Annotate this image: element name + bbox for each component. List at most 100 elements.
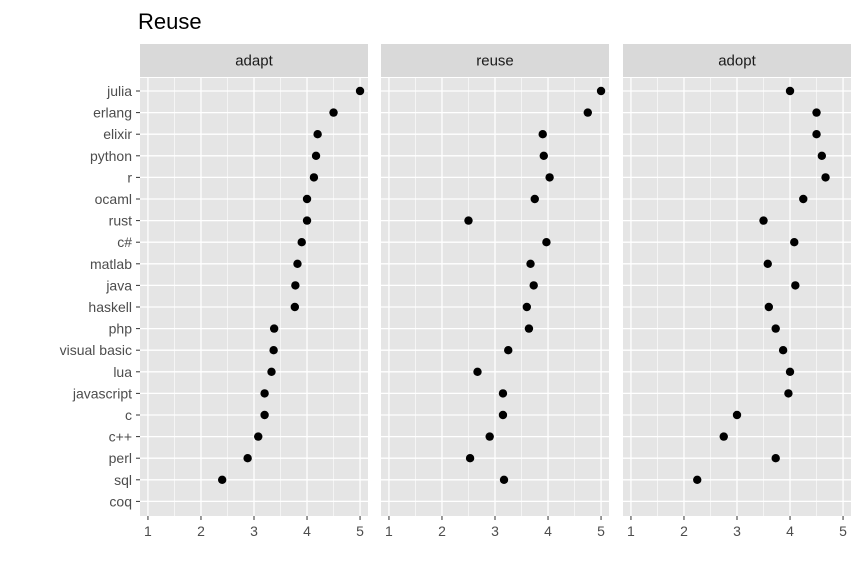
data-point-perl <box>243 454 252 463</box>
facet-strip <box>381 44 609 77</box>
x-tick-label: 1 <box>627 523 635 539</box>
data-point-rust <box>759 216 768 225</box>
y-tick-label: visual basic <box>60 342 132 358</box>
data-point-ocaml <box>799 194 808 204</box>
y-tick-label: julia <box>106 83 132 99</box>
x-tick-label: 2 <box>197 523 205 539</box>
y-tick-label: php <box>109 321 133 337</box>
x-tick-label: 1 <box>385 523 393 539</box>
data-point-erlang <box>812 108 821 117</box>
data-point-sql <box>217 475 227 484</box>
data-point-sql <box>693 475 702 484</box>
data-point-java <box>529 281 538 290</box>
x-tick-label: 2 <box>438 523 446 539</box>
x-tick-label: 2 <box>680 523 688 539</box>
y-tick-label: lua <box>113 364 132 380</box>
data-point-python <box>539 151 548 160</box>
x-tick-label: 3 <box>250 523 258 539</box>
x-tick-label: 4 <box>303 523 311 539</box>
y-tick-label: c# <box>117 234 132 250</box>
data-point-javascript <box>784 389 793 398</box>
data-point-rust <box>302 216 312 225</box>
data-point-haskell <box>522 302 532 312</box>
y-tick-label: javascript <box>72 385 132 401</box>
data-point-java <box>291 281 300 290</box>
y-tick-label: java <box>105 277 132 293</box>
facet-panel-adapt: adapt 1 2 3 4 5 <box>140 44 368 539</box>
data-point-matlab <box>763 259 772 268</box>
chart-title: Reuse <box>138 9 202 34</box>
y-tick-label: perl <box>109 450 132 466</box>
data-point-visual basic <box>778 346 788 355</box>
facet-panel-reuse: reuse 1 2 3 4 5 <box>381 44 609 539</box>
data-point-r <box>309 173 319 182</box>
data-point-erlang <box>583 108 592 117</box>
y-tick-label: haskell <box>88 299 132 315</box>
facet-strip <box>623 44 851 77</box>
data-point-php <box>771 324 780 333</box>
data-point-sql <box>499 475 509 484</box>
x-tick-label: 3 <box>733 523 741 539</box>
data-point-c# <box>297 238 306 247</box>
y-tick-label: coq <box>109 493 132 509</box>
facet-strip-label: adapt <box>235 53 273 70</box>
data-point-visual basic <box>504 346 513 355</box>
y-tick-label: c++ <box>109 429 132 445</box>
data-point-matlab <box>526 259 535 268</box>
data-point-c <box>260 410 269 420</box>
data-point-haskell <box>764 302 774 312</box>
facet-panels: adapt 1 2 3 4 5 reuse 1 2 3 4 5 adopt 1 2 3 4 5 <box>140 44 851 539</box>
y-tick-label: c <box>125 407 132 423</box>
data-point-python <box>817 151 827 160</box>
y-axis-labels: julia erlang elixir python r ocaml rust c# matla… <box>60 83 140 509</box>
facet-panel-adopt: adopt 1 2 3 4 5 <box>623 44 851 539</box>
data-point-ocaml <box>302 194 312 204</box>
data-point-visual basic <box>269 346 278 355</box>
x-tick-label: 4 <box>544 523 552 539</box>
data-point-haskell <box>290 302 300 312</box>
y-tick-label: matlab <box>90 256 132 272</box>
x-tick-label: 5 <box>839 523 847 539</box>
facet-strip-label: adopt <box>718 53 756 70</box>
data-point-erlang <box>329 108 338 117</box>
x-tick-label: 3 <box>491 523 499 539</box>
data-point-perl <box>465 454 475 463</box>
y-tick-label: rust <box>109 213 132 229</box>
data-point-julia <box>596 86 606 96</box>
y-tick-label: erlang <box>93 105 132 121</box>
data-point-c++ <box>485 432 494 441</box>
data-point-lua <box>267 367 276 376</box>
data-point-elixir <box>538 130 547 139</box>
data-point-lua <box>785 367 795 376</box>
data-point-r <box>545 173 554 182</box>
facet-strip <box>140 44 368 77</box>
data-point-rust <box>464 216 473 225</box>
x-tick-label: 5 <box>597 523 605 539</box>
data-point-perl <box>771 454 780 463</box>
y-tick-label: ocaml <box>95 191 132 207</box>
y-tick-label: elixir <box>103 126 132 142</box>
facet-strip-label: reuse <box>476 53 514 70</box>
x-tick-label: 5 <box>356 523 364 539</box>
data-point-php <box>524 324 534 333</box>
data-point-elixir <box>812 130 821 139</box>
data-point-c++ <box>254 432 263 441</box>
y-tick-label: r <box>127 169 132 185</box>
data-point-javascript <box>498 389 508 398</box>
data-point-c# <box>542 238 551 247</box>
data-point-c <box>498 410 508 420</box>
x-tick-label: 1 <box>144 523 152 539</box>
x-tick-label: 4 <box>786 523 794 539</box>
data-point-python <box>311 151 321 160</box>
y-tick-label: python <box>90 148 132 164</box>
data-point-java <box>791 281 800 290</box>
data-point-javascript <box>260 389 269 398</box>
data-point-c# <box>790 238 799 247</box>
data-point-c <box>732 410 742 420</box>
data-point-c++ <box>719 432 728 441</box>
data-point-elixir <box>313 130 322 139</box>
data-point-julia <box>355 86 365 96</box>
data-point-r <box>821 173 830 182</box>
data-point-lua <box>473 367 482 376</box>
